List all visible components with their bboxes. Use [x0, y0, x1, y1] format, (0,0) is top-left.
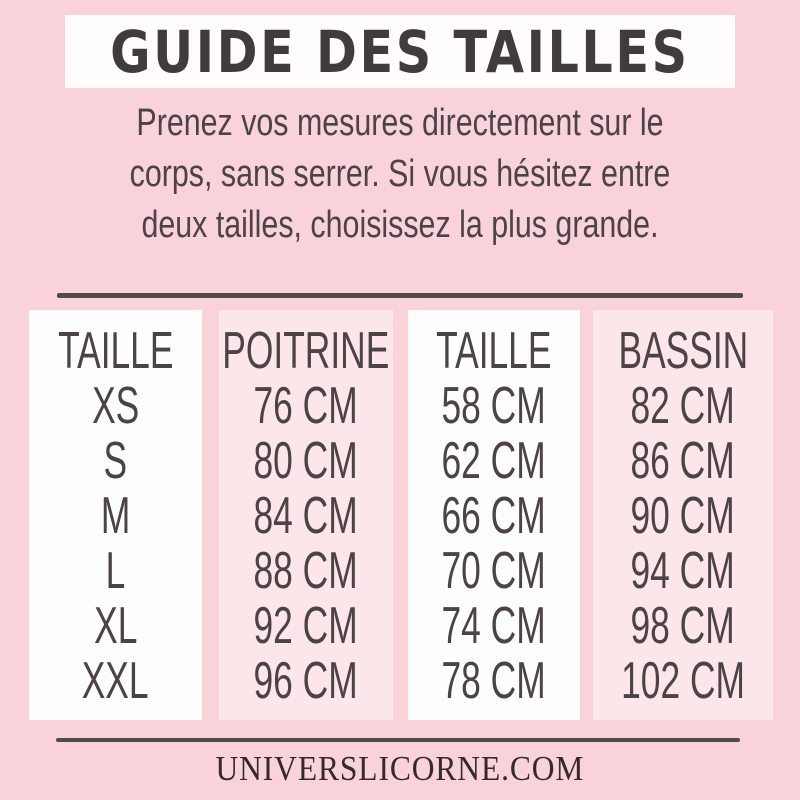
footer-url-text: UNIVERSLICORNE.COM: [215, 749, 585, 788]
bottom-divider-line: [56, 738, 740, 742]
measure-cell: 80 CM: [253, 432, 359, 490]
size-cell: S: [103, 432, 128, 490]
size-cell: L: [105, 542, 126, 600]
measure-cell: 82 CM: [630, 377, 736, 435]
measure-cell: 78 CM: [441, 652, 547, 710]
measure-cell: 96 CM: [253, 652, 359, 710]
measure-cell: 102 CM: [621, 652, 745, 710]
measure-cell: 70 CM: [441, 542, 547, 600]
size-cell: XL: [93, 597, 138, 655]
column-bassin: BASSIN 82 CM 86 CM 90 CM 94 CM 98 CM 102…: [593, 310, 773, 720]
footer-url: UNIVERSLICORNE.COM: [0, 748, 800, 790]
measure-cell: 84 CM: [253, 487, 359, 545]
title-banner: GUIDE DES TAILLES: [65, 15, 735, 88]
size-cell: XXL: [82, 652, 149, 710]
intro-line-2: corps, sans serrer. Si vous hésitez entr…: [129, 153, 671, 195]
column-poitrine: POITRINE 76 CM 80 CM 84 CM 88 CM 92 CM 9…: [219, 310, 393, 720]
measure-cell: 62 CM: [441, 432, 547, 490]
size-table: TAILLE XS S M L XL XXL POITRINE 76 CM 80…: [0, 310, 800, 720]
measure-cell: 86 CM: [630, 432, 736, 490]
column-header: BASSIN: [618, 322, 748, 380]
page-title: GUIDE DES TAILLES: [110, 17, 690, 86]
column-header: TAILLE: [436, 322, 552, 380]
measure-cell: 74 CM: [441, 597, 547, 655]
measure-cell: 66 CM: [441, 487, 547, 545]
measure-cell: 94 CM: [630, 542, 736, 600]
column-header: POITRINE: [222, 322, 390, 380]
size-cell: XS: [91, 377, 140, 435]
measure-cell: 76 CM: [253, 377, 359, 435]
top-divider-line: [57, 293, 743, 298]
measure-cell: 88 CM: [253, 542, 359, 600]
intro-line-1: Prenez vos mesures directement sur le: [136, 102, 664, 144]
column-size-label: TAILLE XS S M L XL XXL: [29, 310, 202, 720]
intro-line-3: deux tailles, choisissez la plus grande.: [141, 204, 659, 246]
measure-cell: 98 CM: [630, 597, 736, 655]
column-taille: TAILLE 58 CM 62 CM 66 CM 70 CM 74 CM 78 …: [408, 310, 580, 720]
measure-cell: 58 CM: [441, 377, 547, 435]
intro-text: Prenez vos mesures directement sur le co…: [0, 98, 800, 251]
measure-cell: 90 CM: [630, 487, 736, 545]
size-cell: M: [100, 487, 131, 545]
measure-cell: 92 CM: [253, 597, 359, 655]
column-header: TAILLE: [57, 322, 174, 380]
